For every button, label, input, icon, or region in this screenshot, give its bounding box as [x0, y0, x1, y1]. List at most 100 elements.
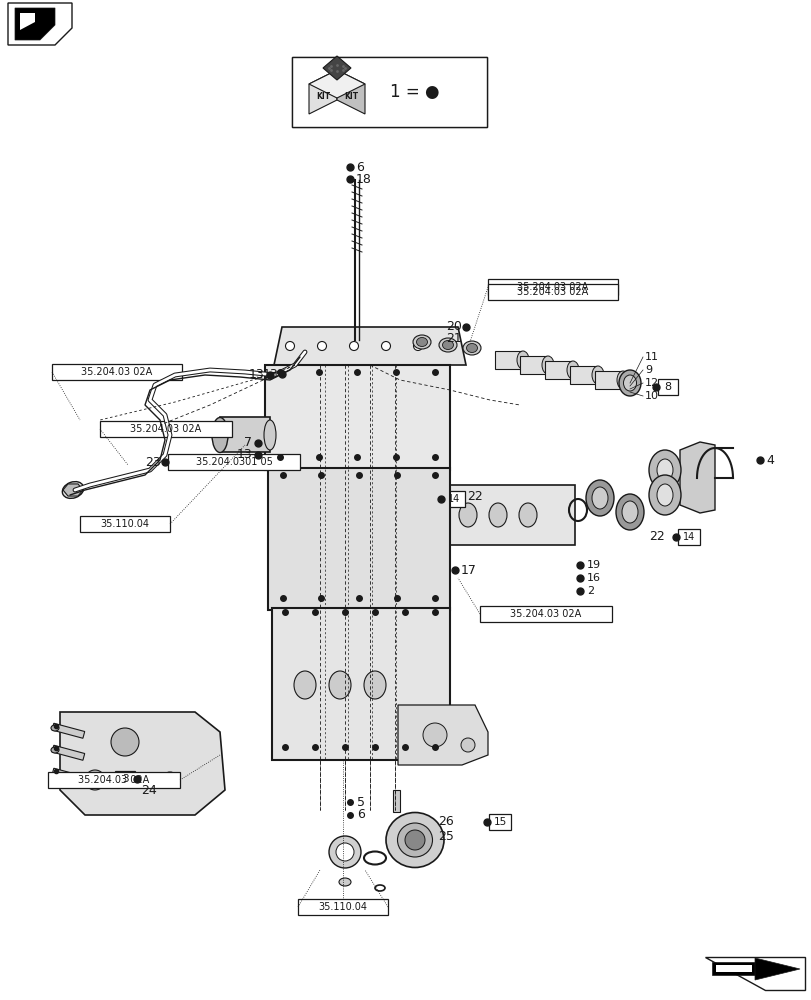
Ellipse shape [67, 485, 79, 495]
Bar [52, 745, 84, 760]
Text: 12: 12 [644, 378, 659, 388]
Ellipse shape [458, 503, 476, 527]
Circle shape [413, 342, 422, 351]
Polygon shape [337, 70, 365, 114]
Bar [220, 417, 270, 452]
Bar [594, 371, 622, 389]
Text: 13: 13 [248, 368, 264, 381]
Text: 3: 3 [122, 774, 128, 784]
Text: 4: 4 [765, 454, 773, 466]
Circle shape [328, 836, 361, 868]
Text: 9: 9 [644, 365, 651, 375]
Text: 35.110.04: 35.110.04 [101, 519, 149, 529]
Text: 25: 25 [437, 830, 453, 843]
Circle shape [423, 723, 446, 747]
Text: 7: 7 [243, 436, 251, 450]
Ellipse shape [328, 671, 350, 699]
Polygon shape [8, 3, 72, 45]
Ellipse shape [648, 450, 680, 490]
Ellipse shape [397, 823, 432, 857]
Text: 35.110.04: 35.110.04 [318, 902, 367, 912]
Text: 13: 13 [236, 448, 251, 462]
Circle shape [285, 342, 294, 351]
Bar [52, 768, 84, 783]
Ellipse shape [618, 370, 640, 396]
Bar [393, 790, 400, 812]
Text: 35.204.03 02A: 35.204.03 02A [131, 424, 201, 434]
Bar [268, 468, 449, 610]
Ellipse shape [566, 361, 578, 379]
Circle shape [111, 728, 139, 756]
Ellipse shape [363, 671, 385, 699]
Polygon shape [397, 705, 487, 765]
Text: 22: 22 [466, 489, 483, 502]
Ellipse shape [442, 340, 453, 350]
Polygon shape [323, 56, 350, 80]
Bar [168, 454, 299, 470]
Ellipse shape [416, 338, 427, 347]
Bar [487, 284, 617, 300]
Circle shape [445, 342, 454, 351]
Ellipse shape [616, 494, 643, 530]
Text: 5: 5 [357, 795, 365, 808]
Polygon shape [679, 442, 714, 513]
Text: 13: 13 [262, 367, 277, 380]
Bar [488, 814, 510, 830]
Bar [544, 361, 573, 379]
Bar [298, 899, 388, 915]
Bar [487, 279, 617, 295]
Bar [48, 772, 180, 788]
Text: 35.204.03 02A: 35.204.03 02A [510, 609, 581, 619]
Text: 35.204.0301 05: 35.204.0301 05 [195, 457, 272, 467]
Text: 35.204.03 02A: 35.204.03 02A [79, 775, 149, 785]
Circle shape [381, 342, 390, 351]
Polygon shape [309, 70, 365, 98]
Ellipse shape [648, 475, 680, 515]
Polygon shape [715, 965, 751, 972]
Ellipse shape [294, 671, 315, 699]
Ellipse shape [51, 747, 59, 753]
Ellipse shape [212, 418, 228, 452]
Bar [80, 516, 169, 532]
Bar [677, 529, 699, 545]
Ellipse shape [264, 420, 276, 450]
Text: KIT: KIT [315, 92, 329, 101]
Text: 6: 6 [355, 161, 363, 174]
Text: 35.204.03 02A: 35.204.03 02A [81, 367, 152, 377]
Ellipse shape [616, 371, 629, 389]
Text: 1 = ●: 1 = ● [389, 83, 439, 101]
Text: 17: 17 [461, 564, 476, 576]
Bar [292, 57, 487, 127]
Bar [294, 344, 316, 358]
Polygon shape [754, 958, 799, 980]
Ellipse shape [405, 830, 424, 850]
Ellipse shape [656, 459, 672, 481]
Text: 21: 21 [446, 332, 461, 344]
Circle shape [162, 772, 178, 788]
Bar [479, 606, 611, 622]
Polygon shape [704, 957, 804, 990]
Bar [100, 421, 232, 437]
Text: KIT: KIT [344, 92, 358, 101]
Bar [52, 723, 84, 738]
Polygon shape [63, 484, 83, 496]
Polygon shape [20, 13, 35, 30]
Text: 14: 14 [448, 494, 460, 504]
Bar [115, 771, 135, 787]
Polygon shape [273, 327, 466, 365]
Polygon shape [309, 70, 337, 114]
Text: 15: 15 [493, 817, 506, 827]
Polygon shape [15, 8, 55, 40]
Text: 11: 11 [644, 352, 659, 362]
Text: 24: 24 [141, 784, 157, 796]
Text: 16: 16 [586, 573, 600, 583]
Ellipse shape [62, 482, 84, 498]
Ellipse shape [413, 335, 431, 349]
Bar [569, 366, 597, 384]
Text: 18: 18 [355, 173, 371, 186]
Polygon shape [340, 370, 359, 392]
Ellipse shape [439, 338, 457, 352]
Bar [443, 491, 465, 507]
Text: 26: 26 [437, 815, 453, 828]
Ellipse shape [51, 725, 59, 731]
